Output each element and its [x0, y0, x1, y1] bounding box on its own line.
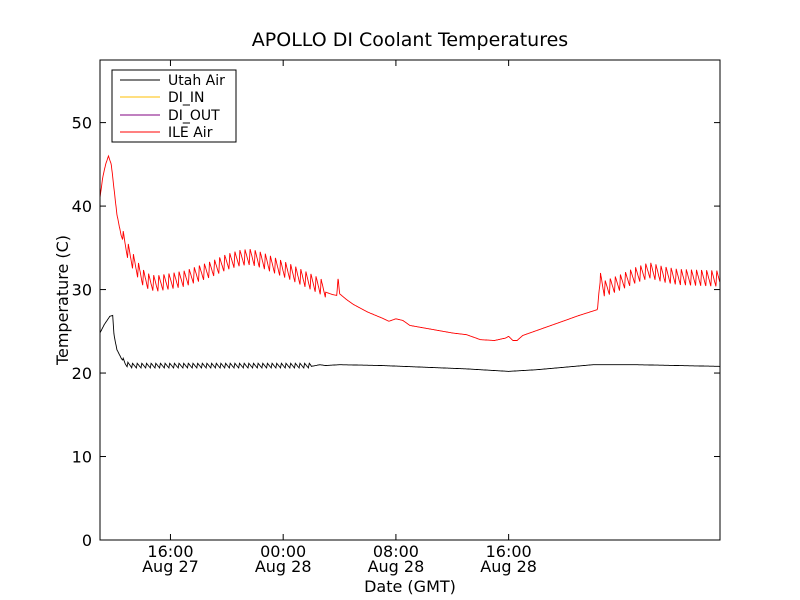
- y-tick-label: 40: [72, 197, 92, 216]
- x-tick-label-time: 16:00: [147, 542, 193, 561]
- legend-label-utah-air: Utah Air: [168, 73, 225, 89]
- legend: Utah Air DI_IN DI_OUT ILE Air: [111, 69, 237, 143]
- y-tick-label: 10: [72, 448, 92, 467]
- x-tick-label-time: 00:00: [260, 542, 306, 561]
- plot-frame: [99, 59, 721, 541]
- y-tick-label: 50: [72, 114, 92, 133]
- legend-label-ile-air: ILE Air: [168, 125, 213, 141]
- x-tick-label-date: Aug 28: [368, 557, 425, 576]
- legend-label-di-in: DI_IN: [168, 90, 205, 106]
- y-tick-label: 0: [82, 531, 92, 550]
- x-tick-label-date: Aug 28: [255, 557, 312, 576]
- legend-box: [111, 69, 237, 143]
- x-tick-label-date: Aug 27: [142, 557, 199, 576]
- legend-label-di-out: DI_OUT: [168, 108, 220, 124]
- x-tick-label-date: Aug 28: [480, 557, 537, 576]
- series-layer: [99, 154, 721, 372]
- x-tick-label-time: 16:00: [486, 542, 532, 561]
- x-axis-label: Date (GMT): [364, 577, 456, 596]
- y-axis-label: Temperature (C): [53, 235, 72, 366]
- chart-title: APOLLO DI Coolant Temperatures: [252, 29, 568, 51]
- x-tick-label-time: 08:00: [373, 542, 419, 561]
- series-line-utah-air: [99, 314, 720, 372]
- y-tick-label: 30: [72, 281, 92, 300]
- series-line-ile-air: [99, 154, 721, 341]
- y-tick-label: 20: [72, 364, 92, 383]
